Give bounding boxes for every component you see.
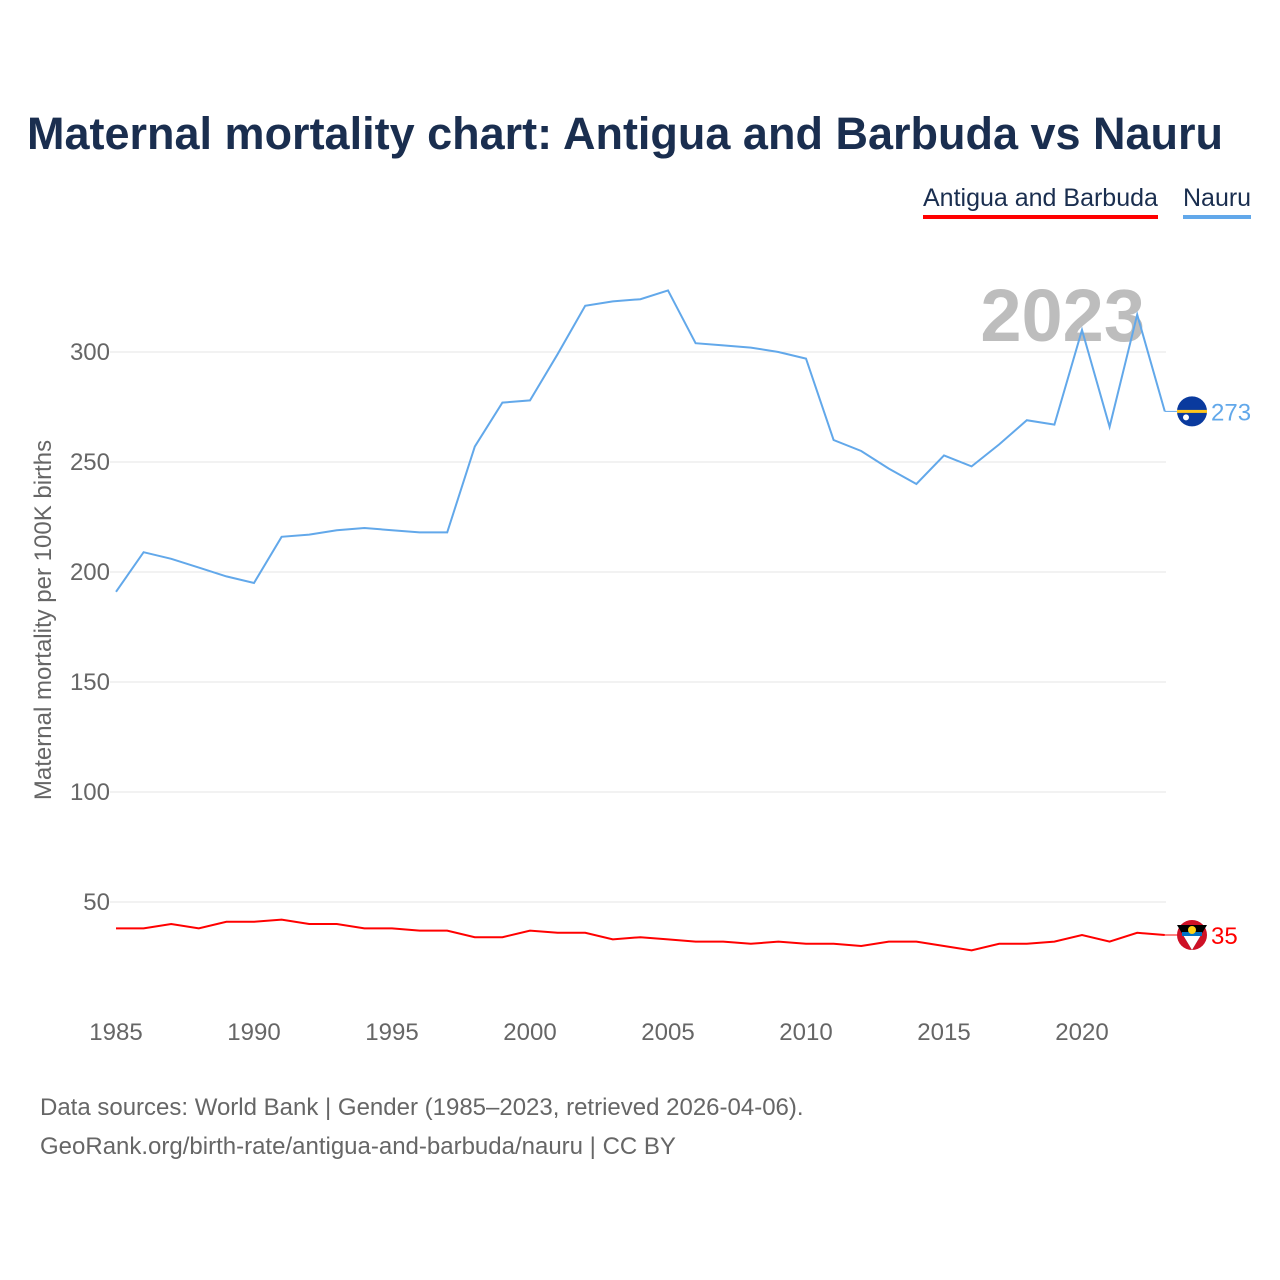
- y-tick-label: 150: [70, 669, 110, 696]
- x-tick-label: 1985: [89, 1019, 142, 1046]
- source-line-2[interactable]: GeoRank.org/birth-rate/antigua-and-barbu…: [40, 1133, 676, 1160]
- y-tick-label: 250: [70, 449, 110, 476]
- series-line-nauru: [115, 289, 1166, 593]
- y-tick-label: 100: [70, 779, 110, 806]
- x-tick-label: 2010: [779, 1019, 832, 1046]
- x-tick-label: 2020: [1055, 1019, 1108, 1046]
- flag-sun: [1188, 926, 1196, 934]
- end-value-label: 273: [1211, 399, 1251, 426]
- flag-white: [1183, 935, 1201, 950]
- x-tick-label: 2005: [641, 1019, 694, 1046]
- legend-nauru[interactable]: Nauru: [1183, 184, 1252, 219]
- y-tick-label: 300: [70, 339, 110, 366]
- line-chart: 50 100 150 200 250 300 1985 1990 1995 2000 2005 201…: [30, 274, 1251, 1046]
- x-tick-label: 2015: [917, 1019, 970, 1046]
- source-note: Data sources: World Bank | Gender (1985–…: [40, 1088, 804, 1166]
- flag-star: [1183, 414, 1189, 421]
- y-axis-label: Maternal mortality per 100K births: [30, 440, 57, 800]
- x-tick-label: 2000: [503, 1019, 556, 1046]
- antigua-and-barbuda-flag-icon: [1177, 920, 1207, 950]
- y-tick-label: 200: [70, 559, 110, 586]
- x-tick-label: 1990: [227, 1019, 280, 1046]
- year-watermark: 2023: [980, 274, 1145, 357]
- legend-antigua-and-barbuda[interactable]: Antigua and Barbuda: [923, 184, 1158, 219]
- flag-stripe: [1177, 409, 1207, 413]
- x-tick-label: 1995: [365, 1019, 418, 1046]
- series-line-antigua-and-barbuda: [116, 918, 1165, 952]
- nauru-flag-icon: [1177, 396, 1207, 427]
- chart-title: Maternal mortality chart: Antigua and Ba…: [27, 108, 1224, 159]
- source-line-1: Data sources: World Bank | Gender (1985–…: [40, 1094, 804, 1121]
- end-value-label: 35: [1211, 923, 1238, 950]
- y-tick-label: 50: [83, 889, 110, 916]
